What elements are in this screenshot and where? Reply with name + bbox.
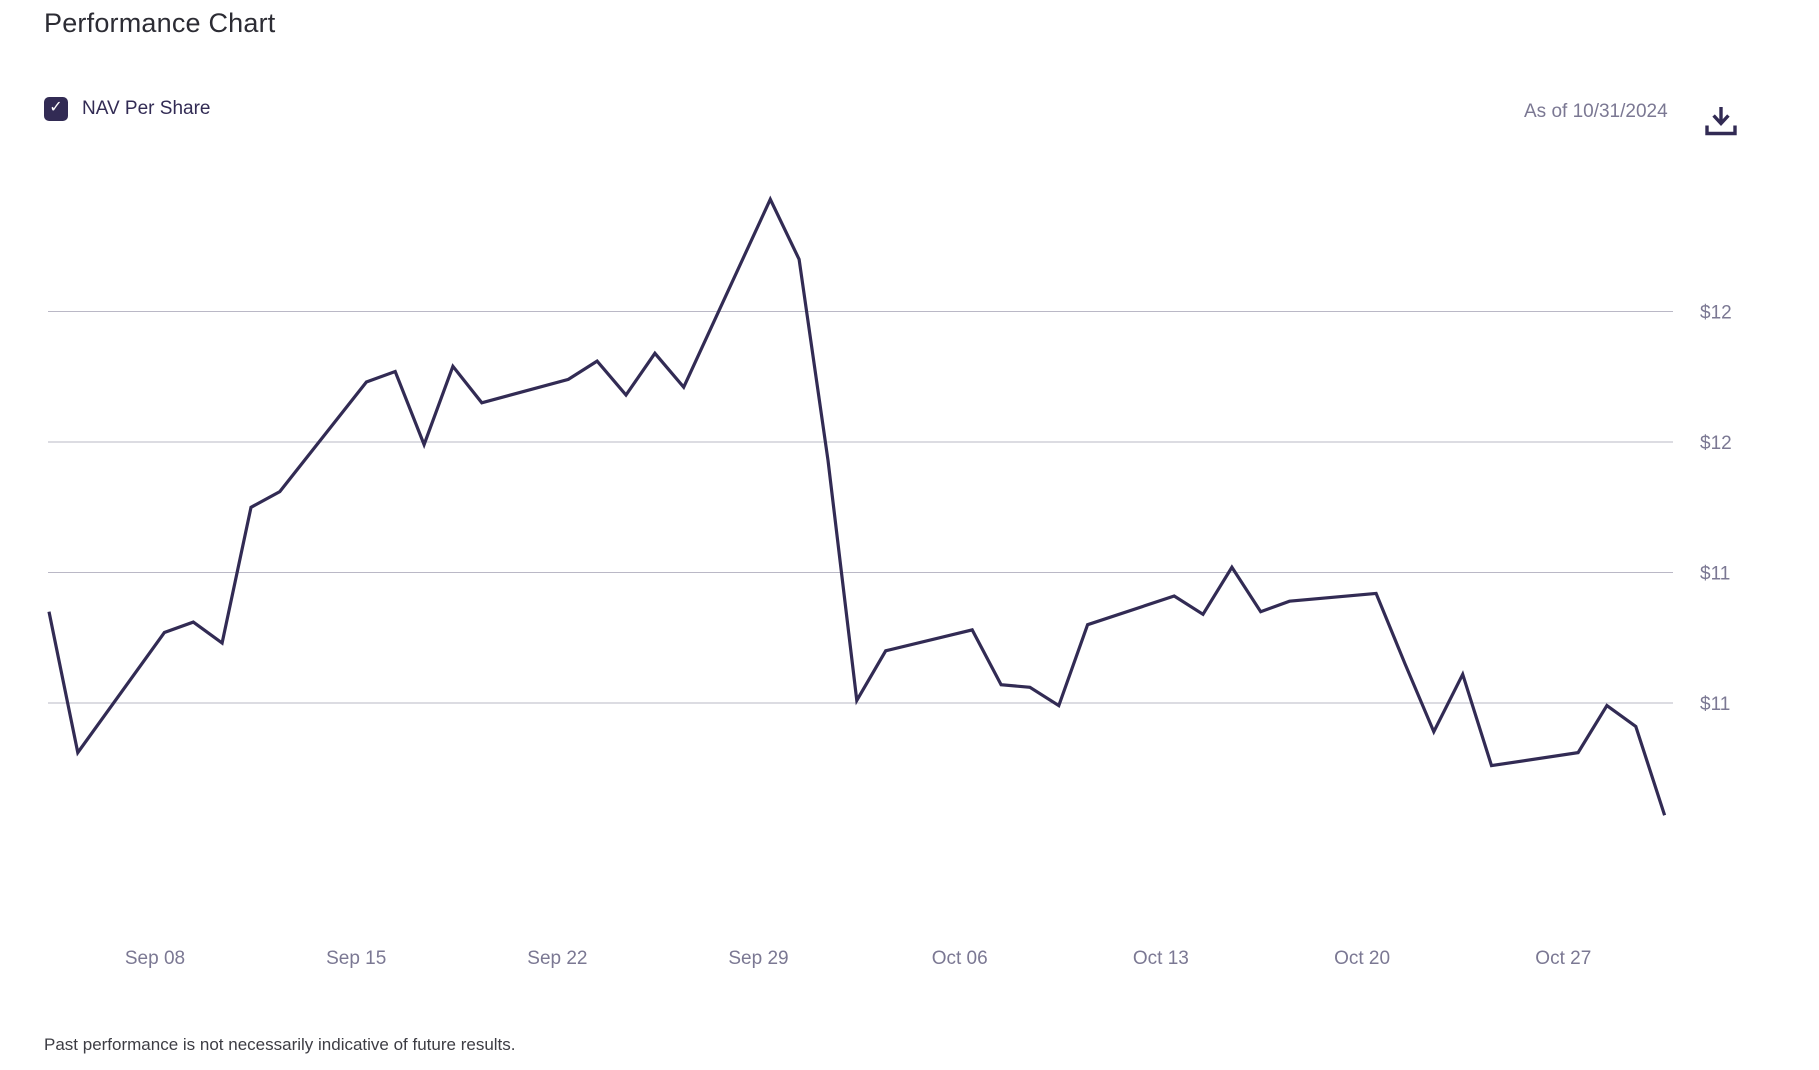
gridlines xyxy=(48,311,1673,704)
x-axis-label: Oct 13 xyxy=(1133,948,1189,969)
x-axis-label: Oct 06 xyxy=(932,948,988,969)
page-title: Performance Chart xyxy=(44,8,276,38)
x-axis-label: Sep 22 xyxy=(527,948,587,969)
x-axis-label: Oct 20 xyxy=(1334,948,1390,969)
x-axis-label: Sep 15 xyxy=(326,948,386,969)
download-button[interactable] xyxy=(1700,103,1742,143)
nav-per-share-checkbox[interactable]: ✓ xyxy=(44,97,68,121)
as-of-date: As of 10/31/2024 xyxy=(1524,101,1668,122)
y-axis-label: $12 xyxy=(1700,303,1732,324)
y-axis-label: $11 xyxy=(1700,694,1730,715)
legend: ✓ NAV Per Share xyxy=(44,97,210,121)
checkmark-icon: ✓ xyxy=(49,99,63,116)
x-axis-label: Oct 27 xyxy=(1535,948,1591,969)
nav-per-share-line xyxy=(47,195,1667,816)
download-icon xyxy=(1705,106,1737,135)
legend-label: NAV Per Share xyxy=(82,98,211,119)
y-axis-label: $12 xyxy=(1700,433,1732,454)
x-axis-label: Sep 08 xyxy=(125,948,185,969)
y-axis-label: $11 xyxy=(1700,564,1730,585)
x-axis-label: Sep 29 xyxy=(728,948,788,969)
disclaimer: Past performance is not necessarily indi… xyxy=(44,1035,516,1054)
